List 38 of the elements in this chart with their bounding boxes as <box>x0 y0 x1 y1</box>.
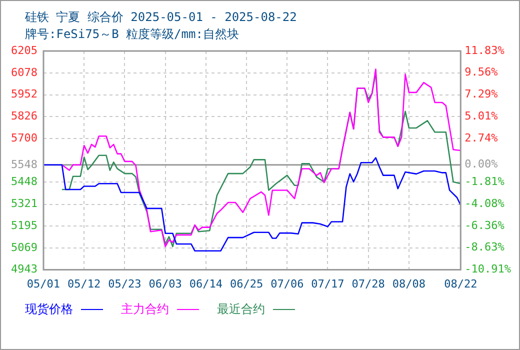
legend-label: 现货价格 <box>25 302 73 316</box>
x-tick-label: 08/08 <box>392 277 426 290</box>
y2-tick-label: 11.83% <box>464 44 505 57</box>
x-tick-label: 05/12 <box>68 277 101 290</box>
x-tick-label: 05/01 <box>26 277 60 290</box>
x-tick-label: 07/17 <box>311 277 344 290</box>
y2-tick-label: 0.00% <box>464 158 498 171</box>
x-tick-label: 07/28 <box>352 277 385 290</box>
x-tick-label: 05/23 <box>108 277 142 290</box>
chart-title: 硅铁 宁夏 综合价 2025-05-01 - 2025-08-22 <box>25 9 297 26</box>
y-tick-label: 5195 <box>10 218 38 232</box>
legend-label: 主力合约 <box>121 302 169 316</box>
y-tick-label: 5826 <box>10 110 38 123</box>
y2-tick-label: 5.01% <box>464 109 498 122</box>
x-tick-label: 06/03 <box>148 277 182 290</box>
y2-tick-label: 2.74% <box>464 131 498 144</box>
y-tick-label: 6078 <box>10 66 38 79</box>
y2-tick-label: -6.36% <box>464 218 505 232</box>
x-tick-label: 08/22 <box>444 277 478 290</box>
y2-tick-label: -1.81% <box>464 175 505 188</box>
y2-tick-label: -4.08% <box>464 196 505 210</box>
y-tick-label: 5700 <box>10 131 38 144</box>
y2-tick-label: -10.91% <box>464 262 512 276</box>
x-tick-label: 06/14 <box>189 277 223 290</box>
chart-subtitle: 牌号:FeSi75～B 粒度等级/mm:自然块 <box>25 26 239 43</box>
y2-tick-label: 7.29% <box>464 88 498 101</box>
x-tick-label: 06/25 <box>230 277 264 290</box>
y-tick-label: 4943 <box>10 262 38 276</box>
y-tick-label: 5548 <box>10 158 38 171</box>
x-tick-label: 07/06 <box>270 277 304 290</box>
y-tick-label: 6205 <box>10 44 38 57</box>
legend-label: 最近合约 <box>217 302 265 316</box>
y2-tick-label: 9.56% <box>464 66 498 79</box>
y-tick-label: 5952 <box>10 88 38 101</box>
y-tick-label: 5448 <box>10 175 38 188</box>
y-tick-label: 5321 <box>10 197 38 210</box>
y-tick-label: 5069 <box>10 240 38 254</box>
y2-tick-label: -8.63% <box>464 240 505 254</box>
